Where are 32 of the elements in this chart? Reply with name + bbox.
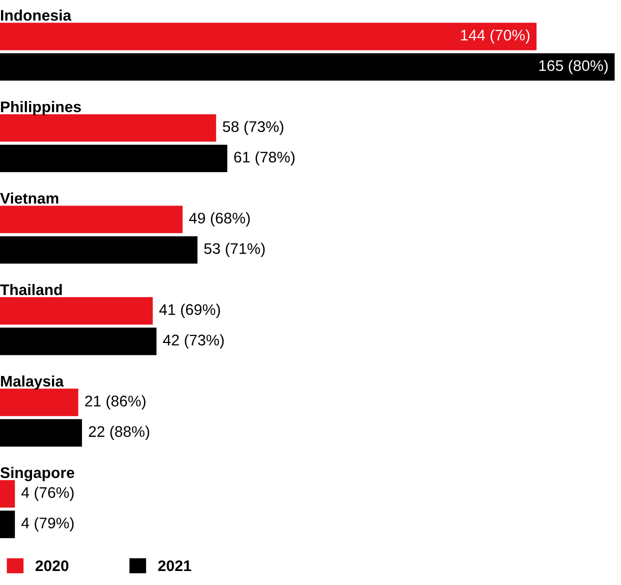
- data-label: 144 (70%): [461, 29, 530, 44]
- data-label: 53 (71%): [204, 242, 265, 258]
- data-label: 4 (79%): [21, 517, 74, 532]
- bar: [0, 328, 156, 356]
- data-label: 165 (80%): [539, 60, 608, 74]
- bar: [0, 419, 82, 447]
- legend-label: 2020: [36, 560, 68, 572]
- legend-label: 2021: [158, 560, 192, 572]
- bar: [0, 144, 228, 172]
- data-label: 58 (73%): [222, 120, 284, 136]
- y-tick-label: Singapore: [0, 466, 74, 482]
- data-label: 42 (73%): [162, 334, 224, 349]
- y-tick-label: Malaysia: [1, 375, 64, 390]
- y-tick-label: Indonesia: [1, 10, 72, 21]
- bar: [0, 22, 537, 50]
- data-label: 49 (68%): [189, 212, 250, 227]
- y-tick-label: Philippines: [1, 101, 81, 116]
- data-label: 4 (76%): [21, 486, 74, 501]
- bar: [0, 53, 615, 81]
- data-label: 41 (69%): [159, 304, 220, 318]
- bar: [0, 510, 15, 538]
- bar: [0, 114, 216, 142]
- bar: [0, 388, 78, 416]
- bar: [0, 480, 15, 508]
- data-label: 61 (78%): [234, 151, 294, 166]
- y-tick-label: Vietnam: [0, 192, 58, 204]
- y-tick-label: Thailand: [0, 284, 62, 296]
- data-label: 21 (86%): [85, 395, 146, 410]
- data-label: 22 (88%): [88, 426, 150, 440]
- bar: [0, 297, 153, 325]
- bar: [0, 206, 183, 234]
- bar: [0, 236, 198, 264]
